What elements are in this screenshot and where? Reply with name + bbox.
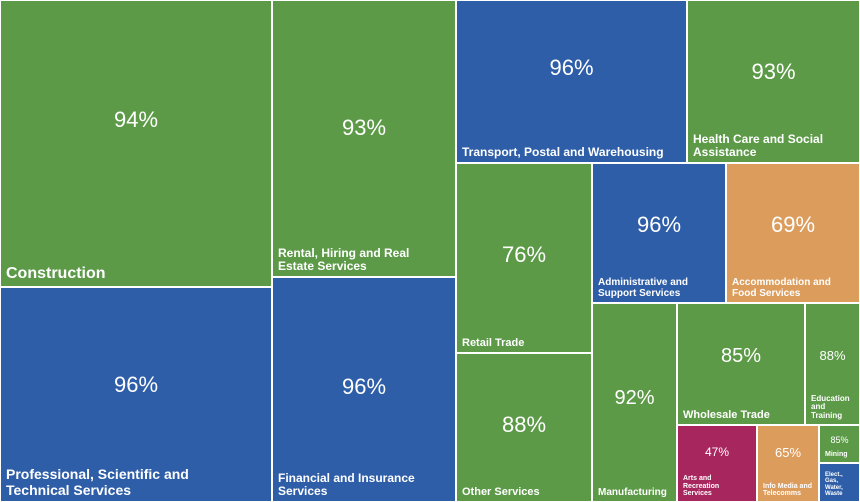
treemap-cell: 88% Other Services (456, 353, 592, 502)
treemap-cell: Elect., Gas, Water, Waste (819, 463, 860, 502)
treemap-cell: 76% Retail Trade (456, 163, 592, 353)
cell-value: 96% (341, 374, 387, 399)
treemap-cell: 93% Rental, Hiring and Real Estate Servic… (272, 0, 456, 277)
cell-label: Health Care and Social Assistance (693, 131, 824, 159)
cell-value: 88% (819, 348, 846, 363)
treemap-cell: 96% Financial and Insurance Services (272, 277, 456, 502)
cell-value: 93% (341, 115, 387, 140)
cell-label: Retail Trade (462, 336, 525, 349)
treemap-cell: 94% Construction (0, 0, 272, 287)
treemap-cell: 96% Transport, Postal and Warehousing (456, 0, 687, 163)
treemap-cell: 69% Accommodation and Food Services (726, 163, 860, 303)
cell-label: Financial and Insurance Services (278, 470, 415, 498)
cell-label: Elect., Gas, Water, Waste (825, 471, 843, 498)
cell-label: Administrative and Support Services (598, 277, 689, 299)
cell-value: 85% (720, 345, 762, 367)
cell-value: 96% (113, 372, 159, 397)
treemap-cell: 96% Administrative and Support Services (592, 163, 726, 303)
cell-label: Accommodation and Food Services (732, 277, 831, 299)
cell-label: Manufacturing (598, 487, 667, 498)
treemap-cell: 85% Mining (819, 425, 860, 463)
treemap-cell: 47% Arts and Recreation Services (677, 425, 757, 502)
treemap-cell: 92% Manufacturing (592, 303, 677, 502)
cell-value: 96% (636, 212, 682, 237)
cell-label: Construction (6, 265, 106, 283)
cell-label: Education and Training (811, 393, 850, 421)
cell-label: Rental, Hiring and Real Estate Services (278, 245, 410, 273)
cell-value: 93% (751, 59, 796, 84)
cell-value: 47% (704, 445, 730, 459)
cell-label: Mining (825, 451, 848, 459)
cell-value: 92% (614, 387, 655, 409)
treemap-cell: 65% Info Media and Telecomms (757, 425, 819, 502)
treemap-cell: 93% Health Care and Social Assistance (687, 0, 860, 163)
cell-value: 69% (770, 212, 816, 237)
treemap-cell: 96% Professional, Scientific and Technica… (0, 287, 272, 502)
cell-label: Transport, Postal and Warehousing (462, 144, 664, 159)
cell-value: 94% (113, 107, 159, 132)
cell-label: Wholesale Trade (683, 408, 770, 421)
cell-label: Professional, Scientific and Technical S… (6, 466, 189, 498)
cell-value: 76% (501, 242, 547, 267)
cell-value: 65% (774, 445, 802, 460)
cell-value: 85% (830, 435, 849, 445)
cell-label: Arts and Recreation Services (683, 474, 720, 498)
treemap-cell: 88% Education and Training (805, 303, 860, 425)
cell-label: Info Media and Telecomms (763, 482, 812, 498)
cell-label: Other Services (462, 485, 540, 498)
treemap-cell: 85% Wholesale Trade (677, 303, 805, 425)
cell-value: 88% (501, 412, 547, 437)
cell-value: 96% (549, 55, 594, 80)
